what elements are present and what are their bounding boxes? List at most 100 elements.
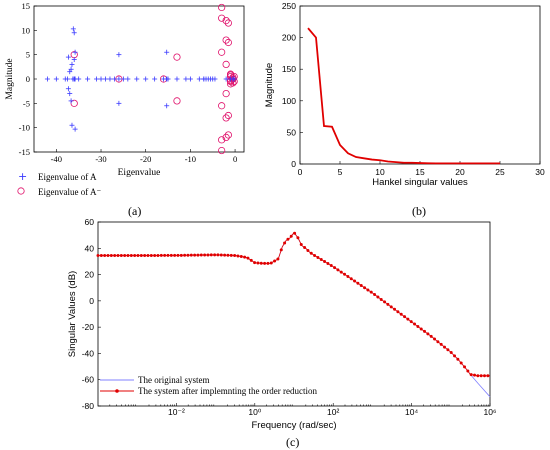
a-plus-point: [68, 98, 74, 104]
a-ytick-label: -5: [23, 98, 30, 108]
b-xtick-label: 20: [455, 167, 465, 177]
c-reduced-point: [306, 248, 310, 252]
c-reduced-point: [463, 365, 467, 369]
c-reduced-point: [373, 293, 377, 297]
a-circle-point: [222, 16, 230, 25]
c-reduced-point: [469, 373, 473, 377]
c-reduced-point: [476, 374, 480, 378]
c-reduced-point: [356, 281, 360, 285]
a-plus-point: [196, 76, 202, 82]
c-reduced-point: [319, 257, 323, 261]
c-reduced-point: [323, 259, 327, 263]
c-reduced-point: [299, 242, 303, 246]
c-reduced-point: [293, 231, 297, 235]
a-circle-point: [218, 136, 226, 144]
b-ytick-label: 250: [282, 1, 296, 11]
c-reduced-point: [259, 261, 263, 265]
c-reduced-point: [189, 253, 193, 257]
a-xtick-label: -30: [95, 154, 106, 164]
c-reduced-point: [436, 340, 440, 344]
c-reduced-point: [309, 251, 313, 255]
a-plus-point: [70, 26, 76, 32]
c-ytick-label: -20: [82, 322, 95, 332]
b-ytick-label: 100: [282, 96, 296, 106]
a-circle-point: [224, 131, 232, 139]
c-reduced-point: [466, 369, 470, 373]
c-reduced-point: [473, 373, 477, 377]
panel-b-xlabel: Hankel singular values: [372, 177, 468, 188]
panel-c-ylabel: Singular Values (dB): [67, 271, 78, 357]
c-reduced-point: [269, 261, 273, 265]
a-ytick-label: 5: [26, 50, 30, 60]
a-plus-point: [69, 122, 75, 128]
c-reduced-point: [119, 254, 123, 258]
b-ytick-label: 50: [287, 127, 297, 137]
c-xtick-label: 10⁶: [484, 407, 497, 417]
c-reduced-point: [483, 374, 487, 378]
panel-c-xlabel: Frequency (rad/sec): [251, 420, 336, 431]
c-reduced-point: [399, 312, 403, 316]
c-ytick-label: 20: [85, 270, 95, 280]
b-xtick-label: 30: [535, 167, 545, 177]
c-reduced-point: [379, 297, 383, 301]
c-reduced-point: [273, 259, 277, 263]
a-plus-point: [85, 76, 91, 82]
a-plus-point: [116, 100, 122, 106]
c-reduced-point: [416, 325, 420, 329]
c-reduced-point: [163, 253, 167, 257]
c-reduced-point: [103, 254, 107, 258]
b-xtick-label: 0: [298, 167, 303, 177]
a-plus-point: [65, 86, 71, 92]
panel-c-legend: The original system The system after imp…: [100, 375, 317, 396]
c-reduced-point: [389, 305, 393, 309]
a-plus-point: [164, 49, 170, 55]
c-reduced-point: [263, 261, 267, 265]
legend-c-item2: The system after implemnting the order r…: [138, 386, 317, 396]
c-reduced-point: [109, 254, 113, 258]
c-reduced-point: [113, 254, 117, 258]
c-reduced-point: [246, 256, 250, 260]
c-reduced-point: [106, 254, 110, 258]
c-reduced-point: [353, 279, 357, 283]
c-reduced-point: [439, 342, 443, 346]
c-reduced-point: [179, 253, 183, 257]
c-ytick-label: -80: [82, 401, 95, 411]
a-plus-point: [65, 54, 71, 60]
a-xtick-label: -10: [185, 154, 196, 164]
panel-a: Eigenvalue Magnitude -40 -30 -20 -10 0 -15 -10…: [5, 1, 245, 218]
c-reduced-point: [459, 361, 463, 365]
c-reduced-point: [159, 253, 163, 257]
c-reduced-point: [176, 253, 180, 257]
a-plus-point: [164, 103, 170, 109]
b-xtick-label: 15: [415, 167, 425, 177]
c-reduced-point: [233, 253, 237, 257]
c-reduced-point: [129, 254, 133, 258]
c-reduced-point: [99, 254, 103, 258]
a-circle-point: [222, 114, 230, 122]
c-reduced-point: [303, 245, 307, 249]
a-plus-point: [143, 76, 149, 82]
a-xtick-label: 0: [233, 154, 237, 164]
a-plus-point: [174, 76, 180, 82]
c-reduced-point: [349, 277, 353, 281]
c-reduced-point: [199, 253, 203, 257]
c-xtick-label: 10⁻²: [168, 407, 185, 417]
b-xtick-label: 5: [338, 167, 343, 177]
c-reduced-point: [289, 234, 293, 238]
a-plus-point: [116, 52, 122, 58]
c-reduced-point: [446, 348, 450, 352]
c-reduced-point: [359, 283, 363, 287]
c-reduced-point: [123, 254, 127, 258]
a-plus-point: [67, 69, 73, 75]
panel-a-legend: + Eigenvalue of A Eigenvalue of A⁻: [17, 170, 101, 197]
c-reduced-point: [376, 295, 380, 299]
legend-c-marker: [115, 389, 119, 393]
b-ytick-label: 150: [282, 64, 296, 74]
a-plus-point: [68, 66, 74, 72]
c-reduced-point: [413, 322, 417, 326]
a-plus-point: [134, 76, 140, 82]
a-plus-point: [76, 76, 82, 82]
c-reduced-point: [363, 286, 367, 290]
c-reduced-point: [236, 254, 240, 258]
c-reduced-point: [146, 253, 150, 257]
